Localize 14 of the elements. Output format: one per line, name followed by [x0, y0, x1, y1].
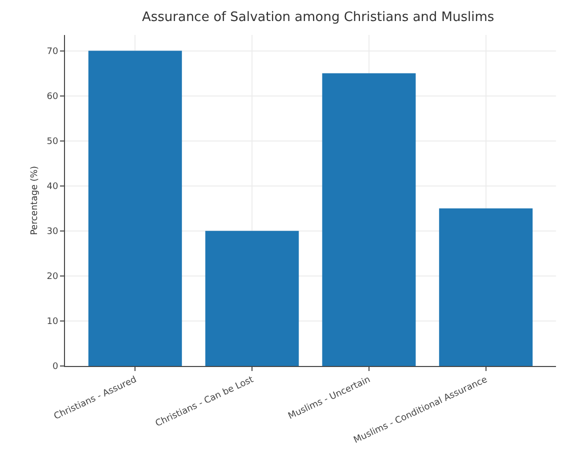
y-tick-label: 70: [46, 46, 58, 57]
y-tick-label: 40: [46, 182, 58, 192]
y-tick-label: 30: [46, 227, 58, 238]
y-tick-label: 20: [46, 272, 58, 282]
chart-title: Assurance of Salvation among Christians and Muslims: [142, 10, 494, 25]
bar: [88, 50, 182, 366]
bar: [205, 230, 299, 366]
y-tick-label: 10: [46, 317, 58, 328]
y-axis-title: Percentage (%): [30, 166, 40, 236]
bar: [322, 73, 416, 366]
y-tick-label: 0: [52, 362, 58, 372]
y-tick-label: 60: [46, 92, 58, 102]
y-tick-label: 50: [46, 136, 58, 147]
bar: [439, 208, 533, 366]
